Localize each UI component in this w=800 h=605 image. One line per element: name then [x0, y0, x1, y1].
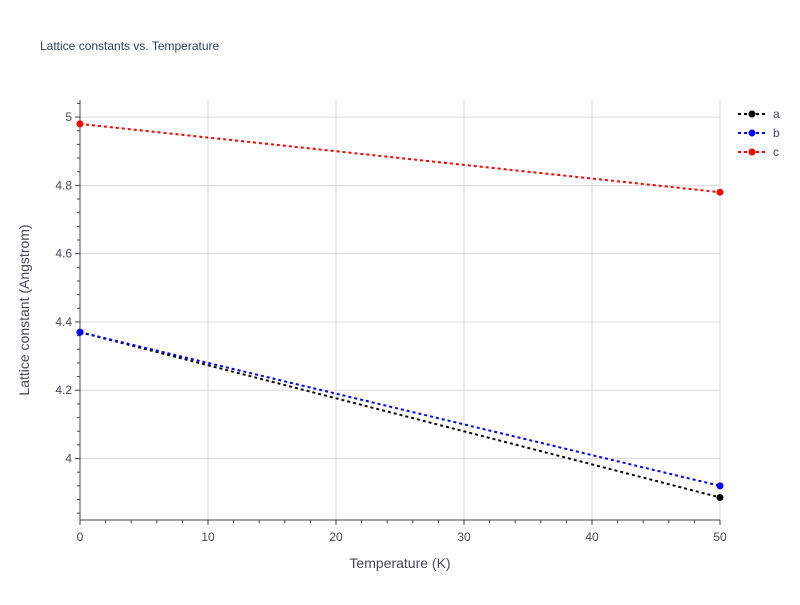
data-point-c[interactable]: [76, 120, 84, 128]
legend-label: c: [773, 145, 779, 159]
data-point-b[interactable]: [76, 328, 84, 336]
series-line-c: [79, 122, 721, 194]
grid-lines: [80, 100, 721, 520]
y-tick-label: 4.6: [55, 247, 72, 261]
legend-item-c[interactable]: c: [738, 145, 779, 159]
y-tick-label: 5: [65, 110, 72, 124]
legend-item-a[interactable]: a: [738, 107, 780, 121]
x-tick-label: 10: [201, 530, 215, 544]
series-line-a: [79, 331, 721, 499]
chart-title: Lattice constants vs. Temperature: [40, 39, 220, 53]
y-axis-label: Lattice constant (Angstrom): [16, 224, 32, 395]
series-layer: [76, 120, 724, 501]
series-line-b: [79, 331, 721, 487]
legend-label: a: [773, 107, 780, 121]
y-tick-label: 4.2: [55, 383, 72, 397]
tick-labels: 0 10 20 30 40 50 4 4.2 4.4 4.6 4.8 5: [55, 110, 727, 544]
y-tick-label: 4.4: [55, 315, 72, 329]
x-tick-label: 0: [77, 530, 84, 544]
data-point-b[interactable]: [716, 482, 724, 490]
y-tick-label: 4: [65, 452, 72, 466]
legend-item-b[interactable]: b: [738, 126, 780, 140]
legend-label: b: [773, 126, 780, 140]
x-tick-label: 50: [713, 530, 727, 544]
legend-swatch-marker: [748, 110, 756, 118]
legend: abc: [738, 107, 780, 159]
axes: [75, 100, 721, 525]
legend-swatch-marker: [748, 129, 756, 137]
x-tick-label: 20: [329, 530, 343, 544]
x-tick-label: 40: [585, 530, 599, 544]
data-point-a[interactable]: [716, 493, 724, 501]
x-axis-label: Temperature (K): [349, 555, 450, 571]
data-point-c[interactable]: [716, 188, 724, 196]
legend-swatch-marker: [748, 148, 756, 156]
x-tick-label: 30: [457, 530, 471, 544]
y-tick-label: 4.8: [55, 178, 72, 192]
